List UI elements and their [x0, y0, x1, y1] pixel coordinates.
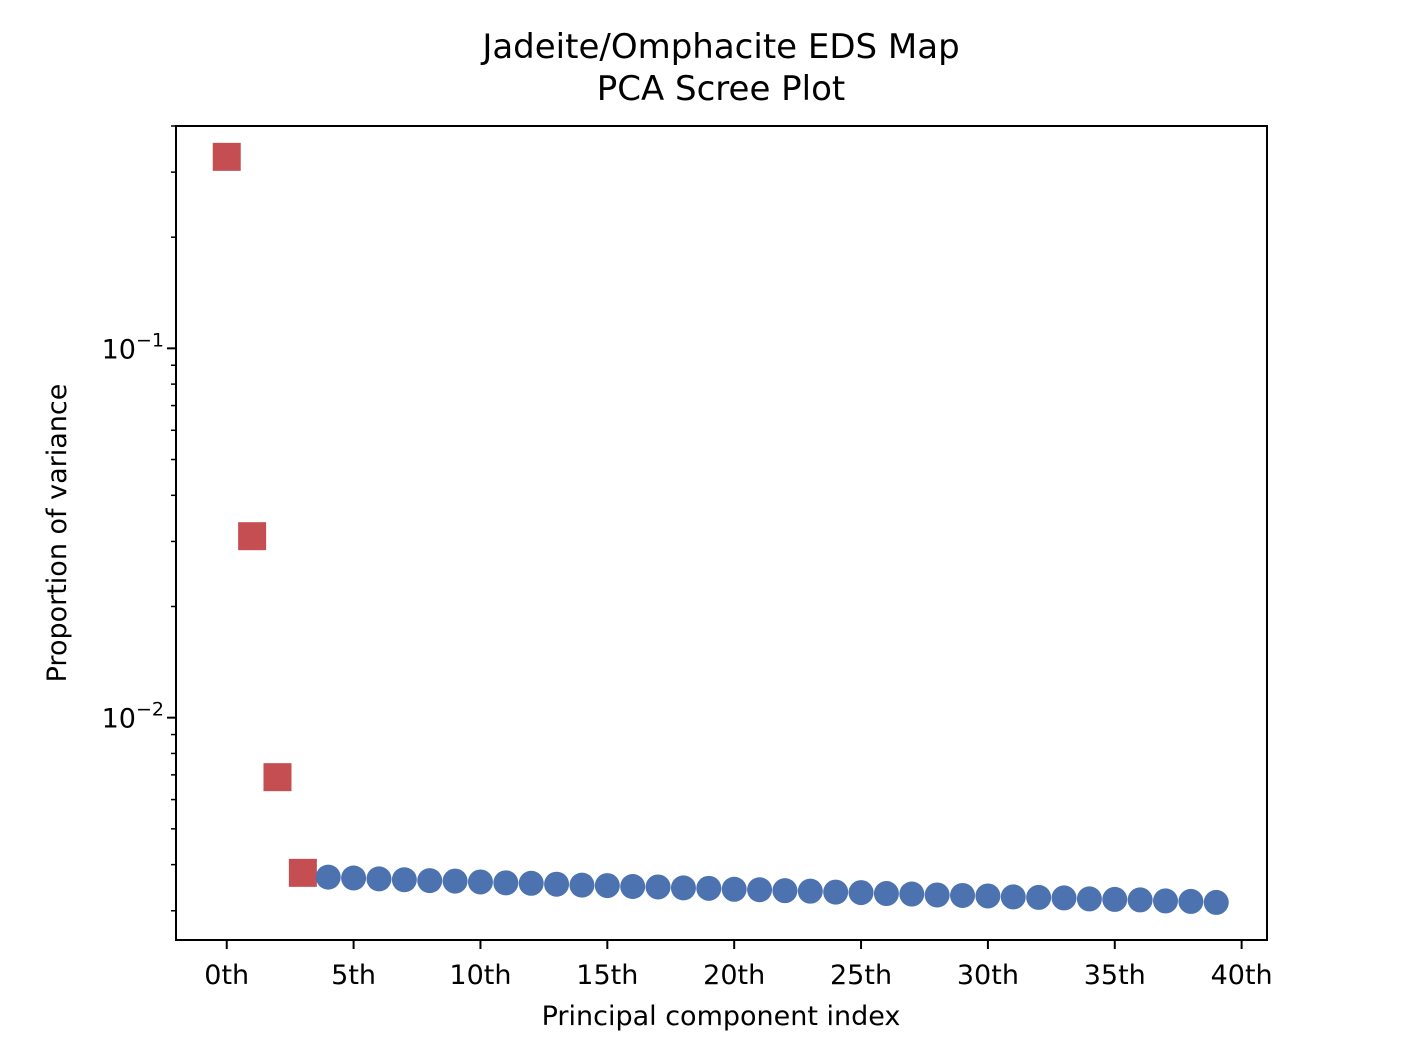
point-circle-30 [975, 883, 1001, 909]
point-circle-21 [747, 877, 773, 903]
point-circle-28 [924, 882, 950, 908]
point-circle-11 [493, 870, 519, 896]
point-circle-34 [1076, 886, 1102, 912]
point-circle-10 [467, 869, 493, 895]
point-circle-20 [721, 876, 747, 902]
point-circle-29 [950, 882, 976, 908]
plot-frame [175, 125, 1268, 941]
point-circle-26 [873, 881, 899, 907]
x-tick-label-30: 30th [957, 960, 1019, 991]
x-tick-label-40: 40th [1211, 960, 1273, 991]
x-tick-label-35: 35th [1084, 960, 1146, 991]
point-circle-36 [1127, 887, 1153, 913]
data-marks [212, 142, 1229, 915]
point-circle-35 [1102, 886, 1128, 912]
x-tick-label-15: 15th [576, 960, 638, 991]
point-circle-33 [1051, 885, 1077, 911]
x-tick-label-0: 0th [204, 960, 249, 991]
point-square-0 [212, 142, 241, 171]
x-tick-label-20: 20th [703, 960, 765, 991]
x-tick-label-5: 5th [331, 960, 376, 991]
point-circle-13 [544, 871, 570, 897]
point-circle-18 [670, 875, 696, 901]
point-circle-9 [442, 868, 468, 894]
point-circle-6 [366, 866, 392, 892]
point-circle-19 [696, 875, 722, 901]
point-circle-14 [569, 872, 595, 898]
y-tick-label-0.1: 10−1 [102, 329, 164, 365]
chart-subtitle: PCA Scree Plot [597, 69, 846, 109]
point-circle-16 [620, 873, 646, 899]
point-circle-22 [772, 878, 798, 904]
point-circle-31 [1000, 884, 1026, 910]
point-circle-32 [1026, 884, 1052, 910]
point-circle-23 [797, 878, 823, 904]
point-circle-5 [341, 865, 367, 891]
point-circle-7 [391, 867, 417, 893]
y-axis-label: Proportion of variance [42, 384, 73, 683]
point-square-3 [288, 858, 317, 887]
point-circle-8 [417, 868, 443, 894]
point-square-1 [238, 522, 267, 551]
point-circle-27 [899, 881, 925, 907]
point-circle-15 [594, 873, 620, 899]
axis-ticks: 0th 5th 10th 15th 20th 25th 30th 35th 40th 10−1 10… [102, 125, 1273, 991]
point-circle-25 [848, 880, 874, 906]
point-circle-38 [1178, 888, 1204, 914]
point-circle-24 [823, 879, 849, 905]
point-circle-4 [315, 864, 341, 890]
point-square-2 [263, 763, 292, 792]
chart-title: Jadeite/Omphacite EDS Map [480, 27, 959, 67]
x-tick-label-10: 10th [449, 960, 511, 991]
point-circle-17 [645, 874, 671, 900]
y-tick-label-0.01: 10−2 [102, 699, 164, 735]
point-circle-12 [518, 870, 544, 896]
point-circle-37 [1153, 888, 1179, 914]
x-tick-label-25: 25th [830, 960, 892, 991]
point-circle-39 [1203, 889, 1229, 915]
x-axis-label: Principal component index [542, 1001, 901, 1032]
